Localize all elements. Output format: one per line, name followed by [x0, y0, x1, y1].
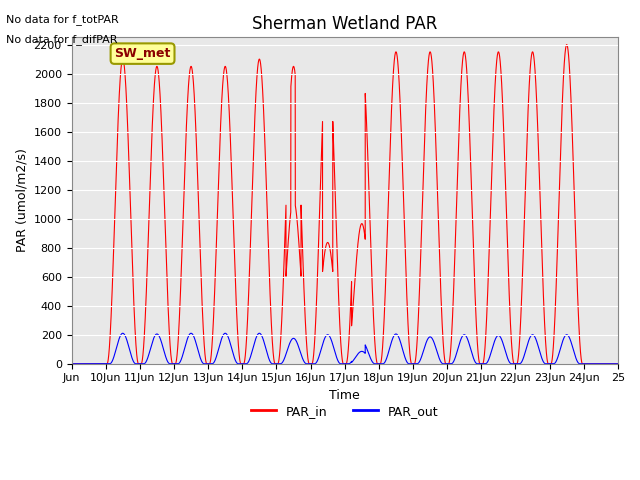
PAR_in: [86, 361, 94, 367]
PAR_in: [563, 42, 570, 48]
Legend: PAR_in, PAR_out: PAR_in, PAR_out: [246, 400, 444, 423]
PAR_in: [372, 351, 380, 357]
PAR_out: [538, 357, 546, 362]
PAR_in: [538, 262, 546, 268]
PAR_out: [470, 355, 477, 361]
PAR_out: [119, 330, 127, 336]
PAR_in: [276, 349, 284, 355]
Text: No data for f_totPAR: No data for f_totPAR: [6, 14, 119, 25]
PAR_in: [614, 361, 622, 367]
Text: SW_met: SW_met: [115, 47, 171, 60]
X-axis label: Time: Time: [330, 389, 360, 402]
PAR_out: [68, 361, 76, 367]
PAR_in: [470, 244, 477, 250]
Line: PAR_in: PAR_in: [72, 45, 618, 364]
Line: PAR_out: PAR_out: [72, 333, 618, 364]
Title: Sherman Wetland PAR: Sherman Wetland PAR: [252, 15, 437, 33]
PAR_out: [276, 361, 284, 367]
Y-axis label: PAR (umol/m2/s): PAR (umol/m2/s): [15, 149, 28, 252]
PAR_out: [614, 361, 622, 367]
PAR_out: [333, 357, 341, 363]
PAR_out: [86, 361, 94, 367]
PAR_in: [333, 265, 341, 271]
PAR_out: [372, 361, 380, 367]
Text: No data for f_difPAR: No data for f_difPAR: [6, 34, 118, 45]
PAR_in: [68, 361, 76, 367]
